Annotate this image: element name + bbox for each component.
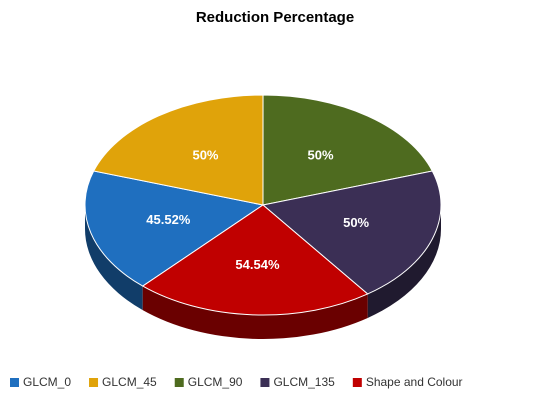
pie-slice — [141, 204, 369, 316]
pie-side — [142, 286, 368, 339]
data-label: 54.54% — [235, 257, 280, 272]
legend-swatch — [352, 378, 362, 387]
legend-label: Shape and Colour — [366, 375, 463, 389]
pie-slice — [261, 170, 442, 295]
legend-label: GLCM_0 — [23, 375, 71, 389]
legend-label: GLCM_45 — [102, 375, 157, 389]
pie-slice — [92, 94, 264, 206]
pie-slice — [262, 94, 434, 206]
legend-swatch — [174, 378, 184, 387]
data-label: 50% — [343, 215, 369, 230]
data-label: 50% — [308, 147, 334, 162]
legend-swatch — [89, 378, 99, 387]
chart-title: Reduction Percentage — [196, 9, 354, 26]
legend: GLCM_0 GLCM_45 GLCM_90 GLCM_135 Shape and Co… — [10, 375, 463, 389]
pie-side — [85, 205, 143, 311]
legend-label: GLCM_135 — [273, 375, 335, 389]
legend-swatch — [10, 378, 19, 387]
data-label: 50% — [192, 147, 218, 162]
legend-swatch — [260, 378, 270, 387]
legend-label: GLCM_90 — [188, 375, 243, 389]
pie-side — [367, 205, 441, 318]
pie-slice — [84, 170, 265, 287]
data-label: 45.52% — [146, 212, 191, 227]
